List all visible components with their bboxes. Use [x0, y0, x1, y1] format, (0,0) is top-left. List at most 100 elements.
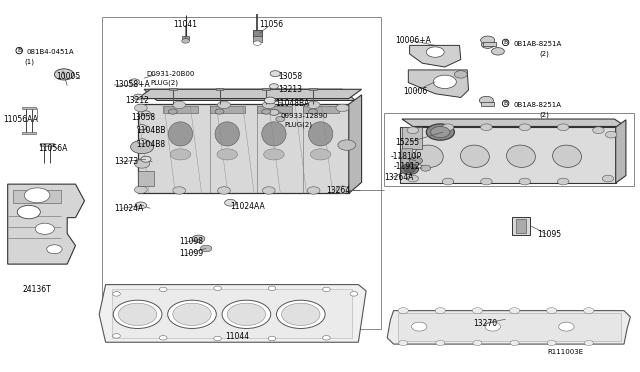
Ellipse shape [308, 122, 333, 146]
Circle shape [262, 187, 275, 194]
Text: B: B [17, 48, 21, 53]
Polygon shape [402, 127, 422, 149]
Circle shape [253, 41, 261, 45]
Bar [216, 88, 223, 90]
Circle shape [131, 140, 154, 154]
Circle shape [398, 308, 408, 314]
Text: 13058+A: 13058+A [114, 80, 150, 89]
Text: 11048BA: 11048BA [275, 99, 310, 108]
Circle shape [141, 111, 150, 116]
Circle shape [479, 96, 493, 105]
Text: 13264A: 13264A [384, 173, 413, 182]
Bar [516, 219, 526, 233]
Polygon shape [387, 311, 630, 344]
Polygon shape [210, 106, 245, 113]
Circle shape [407, 127, 419, 134]
Circle shape [134, 94, 143, 99]
Circle shape [214, 286, 221, 291]
Ellipse shape [310, 149, 331, 160]
Circle shape [268, 286, 276, 291]
Circle shape [510, 340, 519, 346]
Circle shape [225, 199, 236, 206]
Circle shape [182, 39, 189, 43]
Polygon shape [257, 106, 292, 113]
Circle shape [407, 175, 419, 182]
Circle shape [159, 336, 167, 340]
Circle shape [399, 340, 408, 346]
Bar [102, 17, 381, 329]
Polygon shape [349, 95, 362, 193]
Bar [182, 36, 189, 40]
Circle shape [426, 47, 444, 57]
Circle shape [547, 308, 557, 314]
Circle shape [481, 36, 495, 44]
Circle shape [276, 300, 325, 328]
Polygon shape [616, 120, 626, 183]
Circle shape [262, 109, 271, 114]
Text: B: B [504, 101, 508, 106]
Text: 13264: 13264 [326, 186, 351, 195]
Text: -11810P: -11810P [390, 153, 422, 161]
Text: 10006: 10006 [403, 87, 428, 96]
Bar [253, 30, 262, 37]
Bar [309, 88, 317, 90]
Ellipse shape [262, 122, 286, 146]
Polygon shape [400, 127, 616, 183]
Circle shape [47, 245, 62, 254]
Circle shape [442, 124, 454, 131]
Text: B: B [504, 40, 508, 45]
Circle shape [54, 69, 74, 80]
Polygon shape [303, 106, 339, 113]
Circle shape [282, 303, 320, 326]
Circle shape [134, 104, 147, 112]
Circle shape [336, 186, 349, 193]
Ellipse shape [460, 145, 490, 167]
Circle shape [431, 126, 450, 138]
Text: 13058: 13058 [131, 113, 156, 122]
Circle shape [547, 340, 556, 346]
Text: 13058: 13058 [278, 72, 303, 81]
Polygon shape [163, 106, 198, 113]
Polygon shape [410, 45, 461, 67]
Circle shape [173, 187, 186, 194]
Circle shape [401, 164, 419, 174]
Text: 13273: 13273 [114, 157, 138, 166]
Bar [22, 132, 36, 134]
Circle shape [509, 308, 520, 314]
Circle shape [442, 178, 454, 185]
Circle shape [472, 308, 483, 314]
Text: 11024AA: 11024AA [230, 202, 265, 211]
Circle shape [141, 156, 151, 162]
Circle shape [138, 125, 147, 130]
Circle shape [269, 109, 279, 115]
Text: 10006+A: 10006+A [396, 36, 431, 45]
Circle shape [118, 303, 157, 326]
Text: (2): (2) [539, 51, 548, 57]
Circle shape [134, 159, 150, 168]
Circle shape [307, 101, 320, 109]
Circle shape [113, 334, 120, 338]
Text: (1): (1) [24, 59, 35, 65]
Circle shape [481, 124, 492, 131]
Polygon shape [138, 89, 362, 99]
Circle shape [323, 336, 330, 340]
Bar [481, 102, 494, 106]
Polygon shape [402, 149, 413, 167]
Circle shape [276, 116, 285, 122]
Circle shape [412, 322, 427, 331]
Polygon shape [8, 184, 84, 264]
Text: D0931-20B00: D0931-20B00 [146, 71, 195, 77]
Circle shape [519, 178, 531, 185]
Circle shape [435, 308, 445, 314]
Circle shape [436, 340, 445, 346]
Text: 11041: 11041 [173, 20, 198, 29]
Bar [384, 113, 634, 186]
Text: 1104B8: 1104B8 [136, 140, 166, 149]
Polygon shape [138, 104, 349, 193]
Circle shape [222, 300, 271, 328]
Text: PLUG(2): PLUG(2) [150, 79, 179, 86]
Bar [512, 217, 530, 235]
Circle shape [420, 165, 431, 171]
Circle shape [138, 139, 147, 144]
Polygon shape [138, 171, 154, 186]
